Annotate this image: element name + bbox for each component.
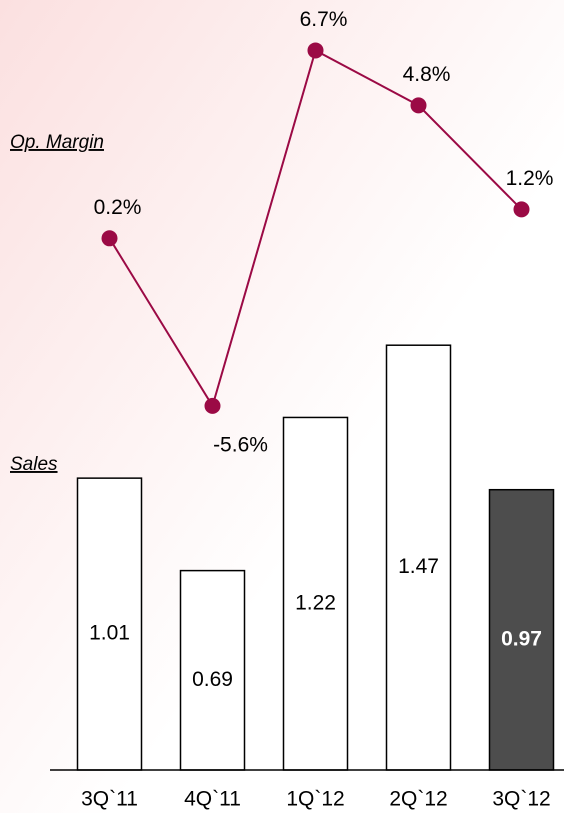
x-tick-label: 1Q`12 — [286, 788, 344, 811]
marker — [101, 230, 118, 247]
bar — [76, 477, 143, 771]
data-label: 0.2% — [94, 196, 142, 219]
data-label: 6.7% — [300, 8, 348, 31]
data-label: -5.6% — [213, 433, 268, 456]
x-tick-label: 3Q`12 — [492, 788, 550, 811]
bar — [282, 416, 349, 771]
data-label: 1.01 — [89, 622, 130, 645]
data-label: 1.2% — [506, 167, 554, 190]
x-tick-label: 2Q`12 — [389, 788, 447, 811]
data-label: 1.47 — [398, 555, 439, 578]
data-label: 0.97 — [501, 627, 542, 650]
marker — [410, 97, 427, 114]
marker — [513, 201, 530, 218]
data-label: 0.69 — [192, 668, 233, 691]
bar — [179, 569, 246, 771]
data-label: 4.8% — [403, 63, 451, 86]
x-tick-label: 3Q`11 — [81, 788, 138, 811]
x-tick-label: 4Q`11 — [184, 788, 241, 811]
marker — [307, 42, 324, 59]
legend-label: Op. Margin — [10, 132, 104, 153]
legend-label: Sales — [10, 454, 58, 475]
data-label: 1.22 — [295, 591, 336, 614]
marker — [204, 397, 221, 414]
